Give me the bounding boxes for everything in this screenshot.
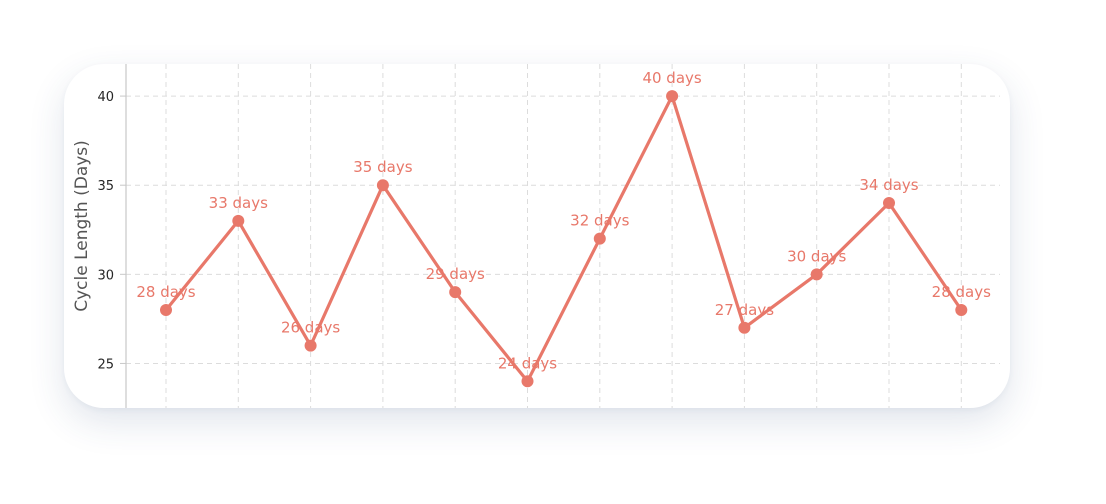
data-label: 28 days xyxy=(932,283,991,301)
data-label: 24 days xyxy=(498,354,557,372)
data-label: 27 days xyxy=(715,301,774,319)
data-point xyxy=(160,303,172,316)
data-label: 32 days xyxy=(570,212,629,230)
data-point xyxy=(449,286,462,299)
data-point xyxy=(232,214,245,227)
y-tick-label: 35 xyxy=(97,179,114,194)
data-label: 33 days xyxy=(209,194,268,212)
y-tick-label: 30 xyxy=(97,268,114,283)
data-label: 35 days xyxy=(353,158,412,176)
data-point xyxy=(304,339,317,352)
data-label: 34 days xyxy=(859,176,918,194)
data-point xyxy=(376,179,389,192)
data-point xyxy=(666,90,679,103)
data-label: 40 days xyxy=(642,69,701,87)
grid-lines xyxy=(120,64,1000,408)
y-tick-label: 25 xyxy=(97,357,114,372)
data-point xyxy=(521,375,534,388)
y-tick-label: 40 xyxy=(97,90,114,105)
y-axis-title: Cycle Length (Days) xyxy=(72,140,92,312)
data-label: 28 days xyxy=(136,283,195,301)
data-point xyxy=(883,197,895,210)
data-label: 30 days xyxy=(787,247,846,265)
data-label: 29 days xyxy=(426,265,485,283)
data-point xyxy=(810,268,823,281)
data-label: 26 days xyxy=(281,319,340,337)
data-points xyxy=(160,90,968,388)
data-labels: 28 days 33 days 26 days 35 days 29 days 24 da… xyxy=(136,69,991,372)
data-point xyxy=(593,232,606,245)
y-tick-labels: 25 30 35 40 xyxy=(97,90,114,372)
data-point xyxy=(738,321,751,334)
chart-card xyxy=(64,64,1010,408)
series-line xyxy=(164,94,963,383)
data-point xyxy=(955,303,968,316)
